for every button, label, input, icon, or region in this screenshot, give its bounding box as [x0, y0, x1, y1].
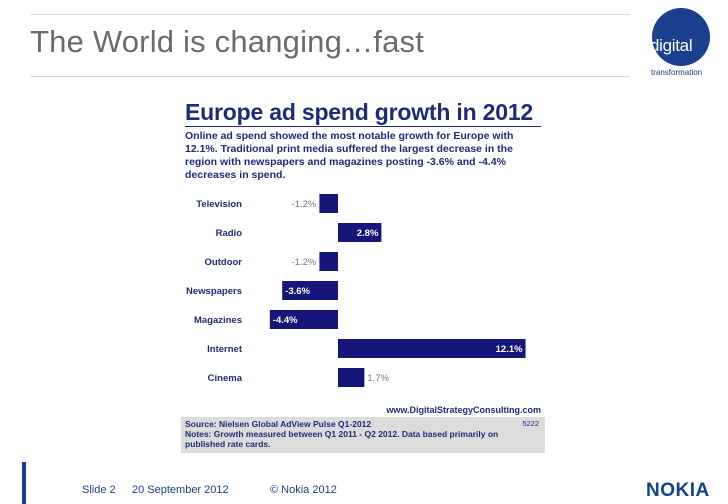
bar-cinema	[338, 368, 365, 387]
bar-newspapers	[282, 281, 338, 300]
top-rule	[30, 14, 630, 15]
notes-text: Notes: Growth measured between Q1 2011 -…	[185, 429, 499, 439]
bar-magazines	[269, 310, 338, 329]
title-rule	[30, 76, 630, 77]
bar-outdoor	[319, 252, 338, 271]
bar-chart: Television -1.2% Radio 2.8% Outdoor -1.2% News…	[186, 194, 526, 387]
category-label: Television	[196, 199, 242, 210]
category-label: Internet	[207, 344, 243, 355]
bar-radio	[338, 223, 382, 242]
nokia-logo: NOKIA	[646, 480, 710, 501]
slide-title: The World is changing…fast	[30, 24, 425, 59]
value-label: 12.1%	[496, 344, 523, 355]
footer-copyright: © Nokia 2012	[270, 484, 337, 496]
bar-internet	[338, 339, 526, 358]
value-label: -1.2%	[292, 257, 317, 268]
value-label: 2.8%	[357, 228, 379, 239]
value-label: -4.4%	[273, 315, 298, 326]
logo-word: digital	[650, 36, 693, 55]
category-label: Cinema	[208, 373, 243, 384]
footer-accent-bar	[22, 462, 26, 504]
category-label: Radio	[216, 228, 243, 239]
bar-television	[319, 194, 338, 213]
value-label: 1.7%	[367, 373, 389, 384]
source-text: Source: Nielsen Global AdView Pulse Q1-2…	[185, 419, 372, 429]
chart-title: Europe ad spend growth in 2012	[185, 99, 534, 125]
slide-number: Slide 2	[82, 484, 116, 496]
category-label: Outdoor	[205, 257, 243, 268]
value-label: -1.2%	[292, 199, 317, 210]
value-label: -3.6%	[285, 286, 310, 297]
source-code: 5222	[522, 419, 539, 428]
chart-panel: Europe ad spend growth in 2012 Online ad…	[181, 95, 545, 453]
logo-subtitle: transformation	[651, 68, 703, 77]
logo-circle	[652, 8, 710, 66]
category-label: Magazines	[194, 315, 242, 326]
chart-subtitle: Online ad spend showed the most notable …	[185, 130, 514, 181]
footer-date: 20 September 2012	[132, 484, 229, 496]
source-box: 5222 Source: Nielsen Global AdView Pulse…	[181, 417, 545, 453]
category-label: Newspapers	[186, 286, 242, 297]
chart-title-underline	[185, 126, 541, 127]
chart-credit[interactable]: www.DigitalStrategyConsulting.com	[386, 405, 541, 415]
notes-text-cont: published rate cards.	[185, 439, 271, 449]
